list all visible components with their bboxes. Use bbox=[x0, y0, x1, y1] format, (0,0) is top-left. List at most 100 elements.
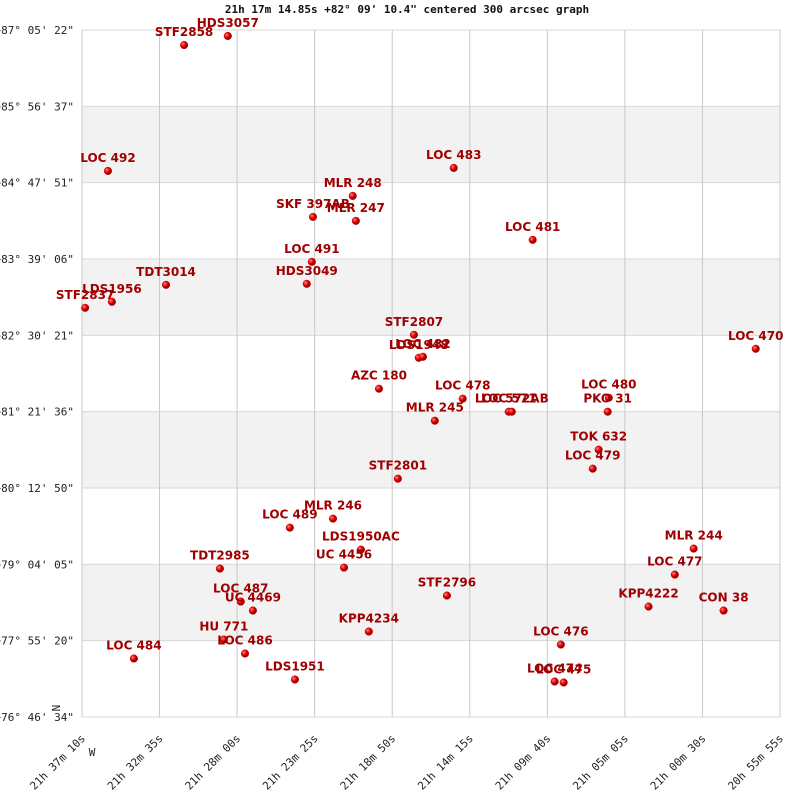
star-label: LOC 483 bbox=[426, 148, 481, 162]
x-tick-label: 21h 18m 50s bbox=[338, 732, 399, 793]
star bbox=[594, 445, 603, 454]
star-label: LDS1951 bbox=[265, 660, 325, 674]
star-label: MLR 247 bbox=[327, 201, 385, 215]
star-label: MLR 244 bbox=[665, 529, 723, 543]
star bbox=[240, 649, 250, 658]
star bbox=[670, 570, 679, 579]
star-label: LOC 474 bbox=[527, 662, 582, 676]
star bbox=[588, 464, 597, 473]
y-tick-label: +87° 05' 22" bbox=[0, 24, 74, 37]
star-label: STF2807 bbox=[385, 315, 443, 329]
y-tick-label: +82° 30' 21" bbox=[0, 329, 74, 342]
chart-title: 21h 17m 14.85s +82° 09' 10.4" centered 3… bbox=[225, 3, 589, 16]
star-label: LOC 492 bbox=[80, 151, 135, 165]
star-label: KPP4234 bbox=[339, 612, 399, 626]
star bbox=[603, 407, 612, 416]
star-label: PKO 31 bbox=[583, 392, 632, 406]
star-label: UC 4469 bbox=[225, 591, 281, 605]
star-label: LDS1950AC bbox=[322, 530, 400, 544]
north-label: N bbox=[50, 705, 63, 712]
star bbox=[285, 523, 294, 532]
star-label: LOC 482 bbox=[395, 337, 450, 351]
star bbox=[129, 654, 138, 663]
star bbox=[339, 563, 349, 572]
x-tick-label: 21h 28m 00s bbox=[183, 732, 244, 793]
star bbox=[374, 384, 384, 393]
star bbox=[644, 602, 653, 611]
star-label: LOC 481 bbox=[505, 220, 560, 234]
x-tick-label: 21h 23m 25s bbox=[260, 732, 321, 793]
star bbox=[559, 678, 568, 687]
band bbox=[82, 106, 780, 183]
star-label: HDS3057 bbox=[197, 16, 259, 30]
x-tick-label: 21h 00m 30s bbox=[648, 732, 709, 793]
star bbox=[409, 330, 418, 339]
west-label: W bbox=[89, 746, 96, 759]
y-tick-label: +77° 55' 20" bbox=[0, 635, 74, 648]
star bbox=[180, 40, 189, 50]
star bbox=[103, 166, 112, 175]
y-tick-label: +79° 04' 05" bbox=[0, 558, 74, 571]
star-label: LOC 487 bbox=[213, 582, 268, 596]
y-tick-label: +76° 46' 34" bbox=[0, 711, 74, 724]
star bbox=[418, 352, 428, 361]
band bbox=[82, 411, 780, 488]
star bbox=[356, 545, 365, 554]
star-label: LDS1948 bbox=[389, 338, 449, 352]
x-tick-label: 20h 55m 55s bbox=[725, 732, 786, 793]
star bbox=[81, 303, 90, 312]
star-label: CON 38 bbox=[699, 591, 749, 605]
star-label: LOC 571 bbox=[481, 392, 536, 406]
star-label: UC 4456 bbox=[316, 548, 372, 562]
star-label: LOC 480 bbox=[581, 378, 636, 392]
band bbox=[82, 564, 780, 641]
star bbox=[442, 591, 451, 600]
star bbox=[507, 407, 516, 416]
star-label: LDS1956 bbox=[82, 282, 142, 296]
star-label: STF2858 bbox=[155, 25, 213, 39]
star-label: MLR 246 bbox=[304, 499, 362, 513]
star-label: SKF 397AB bbox=[276, 197, 350, 211]
star bbox=[556, 640, 565, 649]
star bbox=[449, 163, 458, 172]
star-label: LOC 486 bbox=[217, 634, 272, 648]
star bbox=[328, 514, 338, 523]
star bbox=[308, 212, 318, 221]
star bbox=[290, 675, 299, 684]
y-tick-label: +83° 39' 06" bbox=[0, 253, 74, 266]
star-label: LOC 572AB bbox=[475, 392, 549, 406]
x-tick-label: 21h 09m 40s bbox=[493, 732, 554, 793]
star bbox=[550, 677, 559, 686]
star bbox=[107, 297, 116, 306]
star-label: MLR 245 bbox=[406, 401, 464, 415]
y-tick-label: +84° 47' 51" bbox=[0, 177, 74, 190]
star bbox=[348, 191, 357, 200]
star-label: LOC 484 bbox=[106, 639, 161, 653]
star bbox=[215, 564, 224, 573]
star-label: HU 771 bbox=[199, 620, 248, 634]
star-label: LOC 470 bbox=[728, 329, 783, 343]
star-label: LOC 478 bbox=[435, 379, 490, 393]
star-label: LOC 477 bbox=[647, 555, 702, 569]
star bbox=[223, 31, 232, 41]
star bbox=[351, 216, 360, 225]
y-tick-label: +85° 56' 37" bbox=[0, 100, 74, 113]
star bbox=[236, 597, 245, 606]
star bbox=[458, 394, 467, 403]
star-label: MLR 248 bbox=[324, 176, 382, 190]
star bbox=[161, 280, 171, 289]
star-label: KPP4222 bbox=[618, 587, 678, 601]
star bbox=[364, 627, 373, 636]
star-label: AZC 180 bbox=[351, 369, 407, 383]
band bbox=[82, 258, 780, 336]
star-label: HDS3049 bbox=[276, 264, 338, 278]
star-label: TDT2985 bbox=[190, 549, 250, 563]
star-label: TOK 632 bbox=[570, 430, 627, 444]
y-tick-label: +80° 12' 50" bbox=[0, 482, 74, 495]
star-label: LOC 475 bbox=[536, 663, 591, 677]
star-label: STF2837 bbox=[56, 288, 114, 302]
x-tick-label: 21h 14m 15s bbox=[415, 732, 476, 793]
star bbox=[302, 279, 311, 288]
x-tick-label: 21h 32m 35s bbox=[105, 732, 166, 793]
